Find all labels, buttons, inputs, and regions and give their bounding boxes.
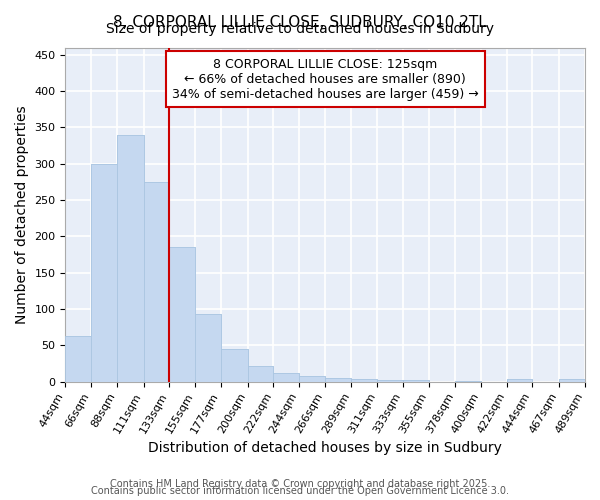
Text: 8, CORPORAL LILLIE CLOSE, SUDBURY, CO10 2TL: 8, CORPORAL LILLIE CLOSE, SUDBURY, CO10 …	[113, 15, 487, 30]
Title: 8, CORPORAL LILLIE CLOSE, SUDBURY, CO10 2TL
Size of property relative to detache: 8, CORPORAL LILLIE CLOSE, SUDBURY, CO10 …	[0, 499, 1, 500]
Bar	[195, 314, 221, 382]
Bar	[455, 381, 481, 382]
Bar	[377, 380, 403, 382]
Bar	[299, 376, 325, 382]
Text: Contains HM Land Registry data © Crown copyright and database right 2025.: Contains HM Land Registry data © Crown c…	[110, 479, 490, 489]
Bar	[377, 380, 403, 382]
Bar	[65, 336, 91, 382]
Bar	[65, 336, 91, 382]
Bar	[195, 314, 221, 382]
Bar	[91, 164, 117, 382]
Bar	[325, 378, 352, 382]
Bar	[273, 373, 299, 382]
Bar	[352, 378, 377, 382]
Bar	[221, 349, 248, 382]
Text: 8 CORPORAL LILLIE CLOSE: 125sqm
← 66% of detached houses are smaller (890)
34% o: 8 CORPORAL LILLIE CLOSE: 125sqm ← 66% of…	[172, 58, 479, 100]
Bar	[143, 182, 169, 382]
Bar	[273, 373, 299, 382]
Bar	[169, 248, 195, 382]
Text: Contains public sector information licensed under the Open Government Licence 3.: Contains public sector information licen…	[91, 486, 509, 496]
X-axis label: Distribution of detached houses by size in Sudbury: Distribution of detached houses by size …	[148, 441, 502, 455]
Bar	[403, 380, 428, 382]
Bar	[559, 380, 585, 382]
Bar	[299, 376, 325, 382]
Bar	[507, 380, 532, 382]
Bar	[117, 134, 143, 382]
Bar	[403, 380, 428, 382]
Y-axis label: Number of detached properties: Number of detached properties	[15, 106, 29, 324]
Bar	[455, 381, 481, 382]
Text: Size of property relative to detached houses in Sudbury: Size of property relative to detached ho…	[106, 22, 494, 36]
Bar	[248, 366, 273, 382]
Bar	[507, 380, 532, 382]
Bar	[559, 380, 585, 382]
Bar	[91, 164, 117, 382]
Bar	[169, 248, 195, 382]
Bar	[221, 349, 248, 382]
Bar	[117, 134, 143, 382]
Bar	[352, 378, 377, 382]
Bar	[325, 378, 352, 382]
Bar	[143, 182, 169, 382]
Bar	[248, 366, 273, 382]
